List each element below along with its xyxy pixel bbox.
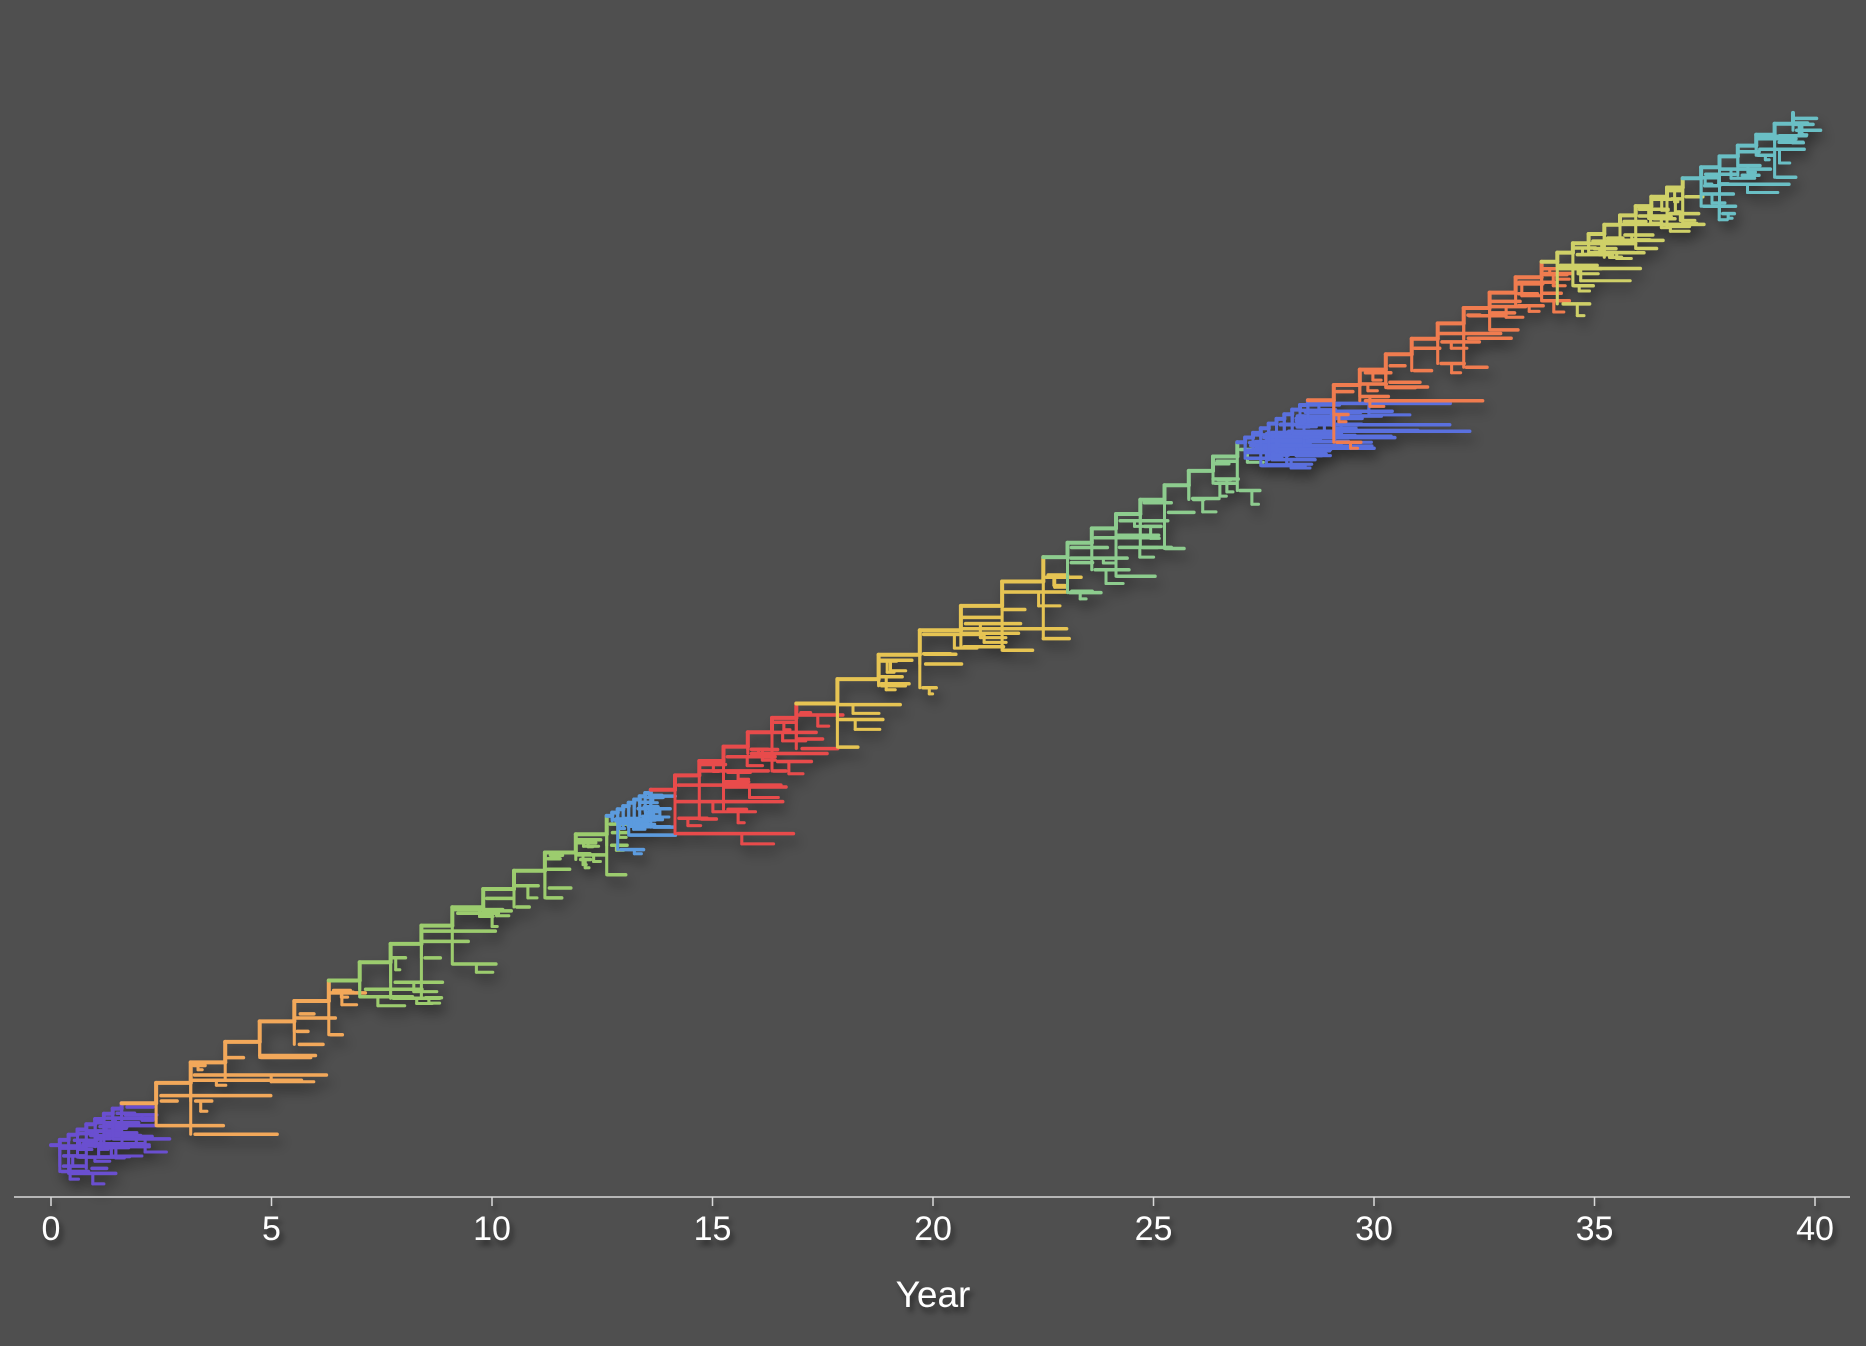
x-tick-label: 20 [914,1210,952,1248]
x-axis-ticks: 0 5 10 15 20 25 30 35 40 [42,1197,1834,1248]
x-tick-label: 40 [1796,1210,1834,1248]
tree-branches [49,110,1823,1186]
x-tick-label: 25 [1135,1210,1173,1248]
x-axis-title: Year [896,1274,971,1315]
x-tick-label: 10 [473,1210,511,1248]
x-tick-label: 30 [1355,1210,1393,1248]
x-tick-label: 5 [262,1210,281,1248]
x-tick-label: 35 [1576,1210,1614,1248]
x-tick-label: 0 [42,1210,61,1248]
x-tick-label: 15 [694,1210,732,1248]
